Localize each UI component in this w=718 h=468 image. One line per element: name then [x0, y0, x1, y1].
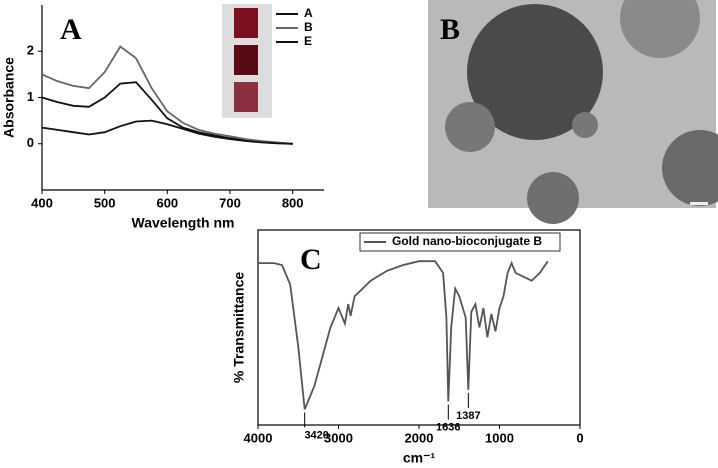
series-line: [41, 119, 293, 145]
x-tick-label: 500: [94, 195, 116, 210]
x-tick-label: 3000: [324, 430, 353, 445]
x-tick-label: 600: [156, 195, 178, 210]
legend-label: E: [304, 34, 312, 48]
series-line: [258, 260, 549, 410]
tem-image: [428, 0, 718, 224]
x-axis-title: cm⁻¹: [403, 450, 436, 463]
annotation-label: 1636: [436, 422, 460, 434]
x-tick-label: 1000: [485, 430, 514, 445]
x-tick-label: 800: [282, 195, 304, 210]
x-tick-label: 700: [219, 195, 241, 210]
x-tick-label: 2000: [405, 430, 434, 445]
y-axis-title: % Transmittance: [231, 272, 247, 383]
x-tick-label: 0: [576, 430, 583, 445]
legend-label: B: [304, 20, 313, 34]
annotation-label: 1387: [456, 410, 480, 422]
y-tick-label: 0: [27, 135, 34, 150]
series-line: [41, 45, 293, 145]
panel-label: B: [440, 13, 460, 46]
inset-photo: [222, 4, 272, 118]
x-axis-title: Wavelength nm: [132, 215, 235, 231]
panel-label: C: [300, 243, 322, 276]
y-tick-label: 1: [27, 89, 34, 104]
y-tick-label: 2: [27, 43, 34, 58]
y-axis-title: Absorbance: [1, 57, 17, 138]
annotation-label: 3420: [304, 429, 328, 441]
panel-label: A: [60, 13, 82, 46]
x-tick-label: 400: [31, 195, 53, 210]
legend-box: [359, 232, 561, 252]
legend-label: A: [304, 6, 313, 20]
legend-label: Gold nano-bioconjugate B: [392, 234, 542, 248]
x-tick-label: 4000: [244, 430, 273, 445]
